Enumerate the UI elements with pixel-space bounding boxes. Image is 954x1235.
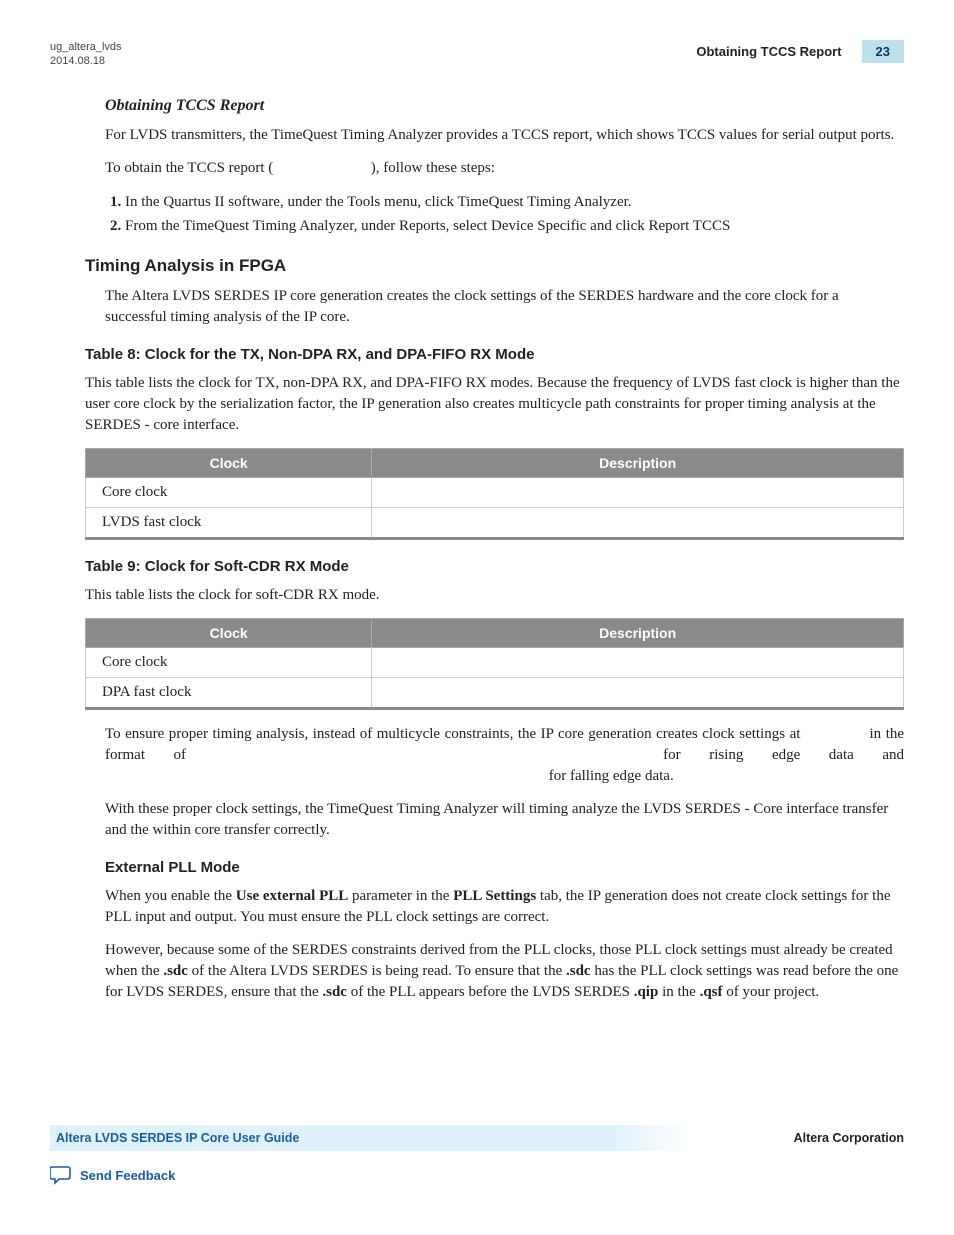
table-header: Description — [372, 618, 904, 647]
table-header: Clock — [86, 618, 372, 647]
send-feedback-link[interactable]: Send Feedback — [50, 1165, 904, 1185]
header-right: Obtaining TCCS Report 23 — [696, 40, 904, 63]
subsection-heading: Obtaining TCCS Report — [105, 97, 904, 115]
paragraph: For LVDS transmitters, the TimeQuest Tim… — [105, 125, 904, 146]
page-header: ug_altera_lvds 2014.08.18 Obtaining TCCS… — [50, 40, 904, 69]
table-cell — [372, 677, 904, 708]
header-title: Obtaining TCCS Report — [696, 44, 841, 59]
table-cell: Core clock — [86, 647, 372, 677]
section-heading: Timing Analysis in FPGA — [85, 256, 904, 276]
table-caption: Table 9: Clock for Soft-CDR RX Mode — [85, 558, 904, 575]
table-header: Clock — [86, 448, 372, 477]
table-header: Description — [372, 448, 904, 477]
footer-corp: Altera Corporation — [794, 1131, 904, 1145]
paragraph: To obtain the TCCS report ( ), follow th… — [105, 158, 904, 179]
step-item: From the TimeQuest Timing Analyzer, unde… — [125, 215, 904, 238]
paragraph: With these proper clock settings, the Ti… — [105, 799, 904, 841]
paragraph: When you enable the Use external PLL par… — [105, 886, 904, 928]
table-cell: Core clock — [86, 477, 372, 507]
table-row: DPA fast clock — [86, 677, 904, 708]
paragraph: This table lists the clock for TX, non-D… — [85, 373, 904, 436]
paragraph: However, because some of the SERDES cons… — [105, 940, 904, 1003]
table-row: LVDS fast clock — [86, 507, 904, 538]
table-cell: DPA fast clock — [86, 677, 372, 708]
page-number: 23 — [862, 40, 904, 63]
paragraph: To ensure proper timing analysis, instea… — [105, 724, 904, 787]
table-cell — [372, 507, 904, 538]
table-row: Core clock — [86, 647, 904, 677]
table-caption: Table 8: Clock for the TX, Non-DPA RX, a… — [85, 346, 904, 363]
clock-table-9: Clock Description Core clock DPA fast cl… — [85, 618, 904, 710]
table-cell — [372, 647, 904, 677]
paragraph: The Altera LVDS SERDES IP core generatio… — [105, 286, 904, 328]
doc-id: ug_altera_lvds — [50, 40, 122, 54]
subsection-heading: External PLL Mode — [105, 859, 904, 876]
table-cell: LVDS fast clock — [86, 507, 372, 538]
clock-table-8: Clock Description Core clock LVDS fast c… — [85, 448, 904, 540]
paragraph: This table lists the clock for soft-CDR … — [85, 585, 904, 606]
doc-date: 2014.08.18 — [50, 54, 122, 68]
table-row: Core clock — [86, 477, 904, 507]
feedback-icon — [50, 1165, 72, 1185]
steps-list: In the Quartus II software, under the To… — [125, 191, 904, 238]
footer-guide-title: Altera LVDS SERDES IP Core User Guide — [50, 1131, 299, 1145]
header-left: ug_altera_lvds 2014.08.18 — [50, 40, 122, 69]
feedback-label: Send Feedback — [80, 1168, 175, 1183]
step-item: In the Quartus II software, under the To… — [125, 191, 904, 214]
page-footer: Altera LVDS SERDES IP Core User Guide Al… — [50, 1125, 904, 1185]
table-cell — [372, 477, 904, 507]
